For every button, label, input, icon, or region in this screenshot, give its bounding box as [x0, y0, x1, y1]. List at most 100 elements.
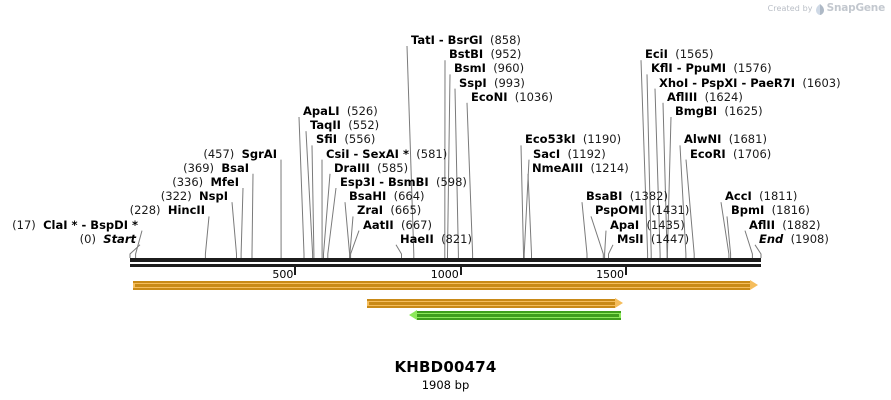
enzyme-name: Esp3I - BsmBI — [340, 175, 429, 189]
cut-position: (667) — [401, 217, 432, 232]
cut-position: (1816) — [771, 203, 810, 218]
cut-position: (993) — [493, 75, 525, 90]
leader-line — [590, 216, 604, 258]
enzyme-name: TatI - BsrGI — [411, 33, 483, 47]
cut-position: (598) — [435, 175, 467, 189]
enzyme-name: MslI — [617, 231, 644, 246]
cut-site-label[interactable]: BpmI (1816) — [731, 204, 810, 216]
cut-site-label[interactable]: (0) Start — [0, 233, 136, 245]
feature-arrowhead — [409, 310, 418, 320]
enzyme-name: AlwNI — [684, 132, 722, 147]
ruler-tick-label: 1500 — [596, 268, 625, 281]
enzyme-name: ApaLI — [303, 104, 340, 118]
cut-site-label[interactable]: BsaHI (664) — [349, 190, 425, 202]
snapgene-logo-icon — [815, 3, 824, 15]
enzyme-name: HincII — [167, 203, 205, 218]
cut-position: (858) — [490, 33, 521, 47]
cut-site-label[interactable]: (17) ClaI * - BspDI * — [0, 219, 138, 231]
snapgene-watermark: Created by SnapGene — [768, 2, 885, 15]
enzyme-name: BmgBI — [675, 104, 718, 118]
cut-position: (1435) — [646, 217, 685, 232]
leader-line — [305, 131, 314, 258]
cut-position: (17) — [12, 217, 36, 232]
cut-position: (1706) — [733, 146, 772, 161]
feature-orf-1[interactable] — [133, 280, 759, 290]
enzyme-name: EcoRI — [690, 146, 726, 161]
enzyme-name: BpmI — [731, 203, 765, 218]
leader-line — [604, 230, 607, 258]
leader-line — [327, 187, 337, 258]
cut-position: (1036) — [514, 89, 554, 104]
cut-position: (1908) — [790, 231, 829, 246]
enzyme-name: PspOMI — [595, 203, 644, 218]
cut-site-label[interactable]: Esp3I - BsmBI (598) — [340, 176, 467, 188]
cut-site-label[interactable]: PspOMI (1431) — [595, 204, 689, 216]
cut-position: (1882) — [782, 217, 821, 232]
cut-site-label[interactable]: BmgBI (1625) — [675, 105, 763, 117]
cut-position: (1603) — [802, 75, 841, 90]
cut-site-label[interactable]: XhoI - PspXI - PaeR7I (1603) — [659, 77, 841, 89]
cut-position: (664) — [393, 189, 425, 204]
cut-position: (1214) — [590, 160, 629, 175]
cut-site-label[interactable]: (336) MfeI — [0, 176, 239, 188]
cut-site-label[interactable]: CsiI - SexAI * (581) — [326, 148, 447, 160]
cut-site-label[interactable]: SspI (993) — [459, 77, 525, 89]
enzyme-name: BsmI — [454, 61, 486, 76]
cut-site-label[interactable]: AatII (667) — [363, 219, 432, 231]
cut-site-label[interactable]: ApaI (1435) — [610, 219, 685, 231]
cut-site-label[interactable]: AlwNI (1681) — [684, 133, 767, 145]
feature-orf-2[interactable] — [367, 298, 623, 308]
cut-site-label[interactable]: (369) BsaI — [0, 162, 249, 174]
cut-site-label[interactable]: KflI - PpuMI (1576) — [651, 62, 772, 74]
enzyme-name: NspI — [199, 189, 228, 204]
enzyme-name: EciI — [645, 47, 668, 62]
enzyme-name: SfiI — [316, 132, 338, 147]
ruler-tick-mark — [625, 267, 628, 275]
leader-line — [323, 173, 331, 258]
cut-position: (1447) — [650, 231, 690, 246]
cut-site-label[interactable]: Eco53kI (1190) — [525, 133, 621, 145]
cut-site-label[interactable]: (228) HincII — [0, 204, 205, 216]
cut-site-label[interactable]: ApaLI (526) — [303, 105, 378, 117]
cut-site-label[interactable]: DraIII (585) — [334, 162, 408, 174]
cut-site-label[interactable]: AccI (1811) — [725, 190, 797, 202]
sequence-length: 1908 bp — [421, 378, 470, 392]
cut-position: (1565) — [675, 47, 714, 62]
enzyme-name: KflI - PpuMI — [651, 61, 727, 76]
enzyme-name: HaeII — [400, 231, 434, 246]
cut-site-label[interactable]: SacI (1192) — [533, 148, 606, 160]
cut-site-label[interactable]: BsmI (960) — [454, 62, 524, 74]
cut-site-label[interactable]: BsaBI (1382) — [586, 190, 668, 202]
feature-orf-3[interactable] — [409, 310, 622, 320]
feature-core-line — [417, 314, 620, 317]
cut-site-label[interactable]: HaeII (821) — [400, 233, 472, 245]
cut-position: (952) — [490, 47, 522, 62]
leader-line — [744, 230, 753, 258]
enzyme-name: Eco53kI — [525, 132, 576, 147]
cut-site-label[interactable]: EciI (1565) — [645, 48, 713, 60]
sequence-backbone-line-2 — [130, 264, 761, 267]
leader-line — [447, 74, 451, 258]
cut-site-label[interactable]: EcoRI (1706) — [690, 148, 771, 160]
cut-position: (1625) — [724, 104, 763, 118]
cut-site-label[interactable]: AflIII (1624) — [667, 91, 743, 103]
cut-position: (0) — [79, 231, 96, 246]
cut-site-label[interactable]: SfiI (556) — [316, 133, 375, 145]
cut-site-label[interactable]: End (1908) — [759, 233, 829, 245]
feature-arrowhead — [750, 280, 759, 290]
enzyme-name: TaqII — [310, 118, 341, 133]
enzyme-name: SgrAI — [241, 146, 277, 161]
cut-site-label[interactable]: MslI (1447) — [617, 233, 689, 245]
cut-site-label[interactable]: ZraI (665) — [357, 204, 421, 216]
cut-site-label[interactable]: BstBI (952) — [449, 48, 521, 60]
cut-position: (1624) — [704, 89, 743, 104]
cut-site-label[interactable]: NmeAIII (1214) — [532, 162, 629, 174]
cut-site-label[interactable]: EcoNI (1036) — [471, 91, 553, 103]
cut-site-label[interactable]: (457) SgrAI — [0, 148, 277, 160]
cut-site-label[interactable]: (322) NspI — [0, 190, 228, 202]
cut-site-label[interactable]: AflII (1882) — [749, 219, 821, 231]
cut-site-label[interactable]: TaqII (552) — [310, 119, 379, 131]
cut-site-label[interactable]: TatI - BsrGI (858) — [411, 34, 521, 46]
leader-line — [240, 187, 244, 258]
